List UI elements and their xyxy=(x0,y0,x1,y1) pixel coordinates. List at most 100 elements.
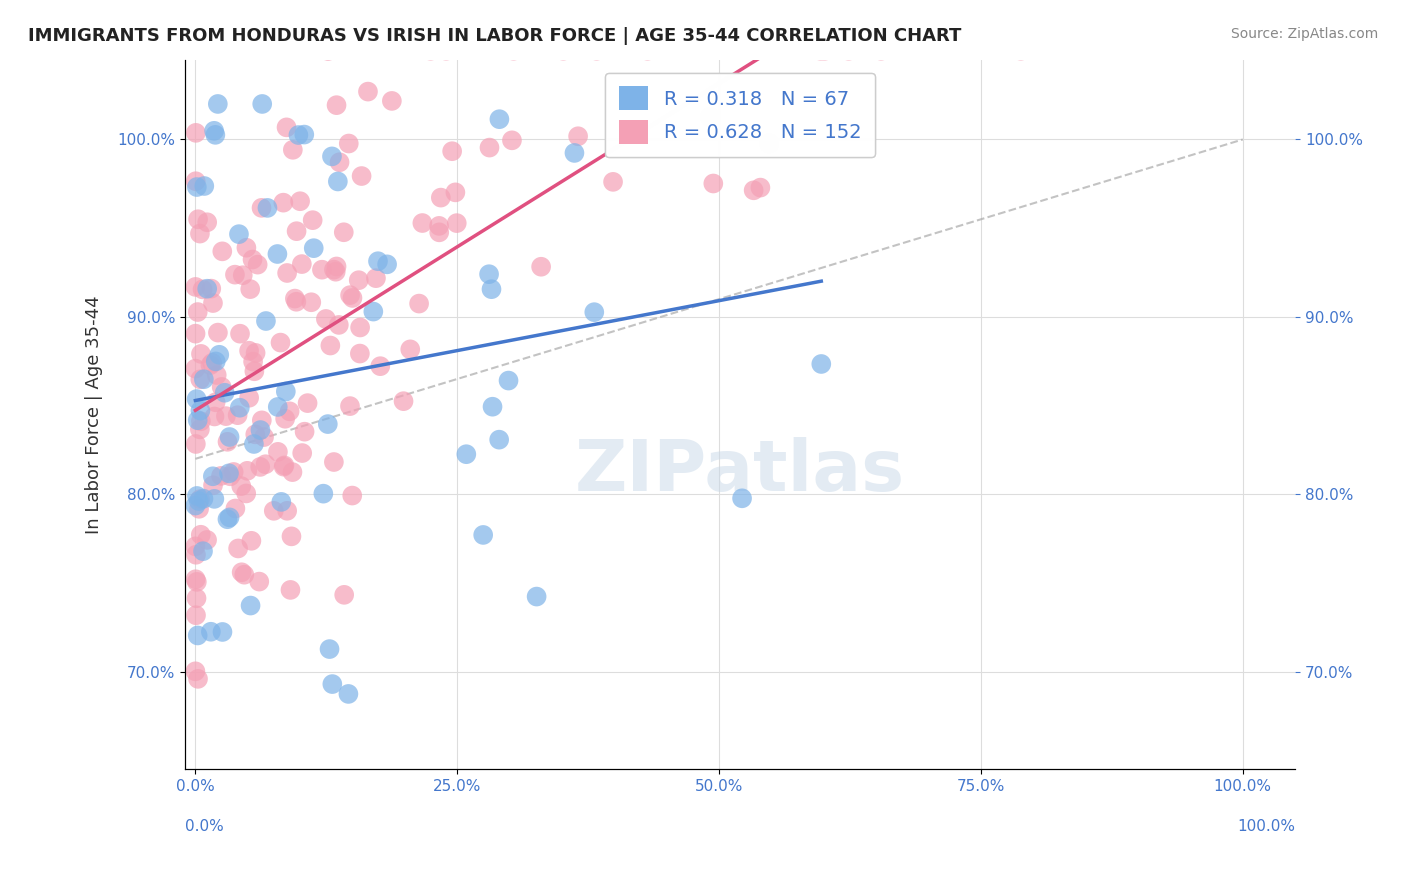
Immigrants from Honduras xyxy=(478,267,501,281)
Immigrants from Honduras xyxy=(202,491,225,506)
Irish xyxy=(204,395,226,409)
Immigrants from Honduras xyxy=(195,282,218,296)
Irish xyxy=(231,479,253,493)
Immigrants from Honduras xyxy=(218,467,240,481)
Irish xyxy=(253,430,276,444)
Irish xyxy=(235,486,257,500)
Immigrants from Honduras xyxy=(254,314,277,328)
Irish xyxy=(184,326,207,341)
Text: 0.0%: 0.0% xyxy=(186,819,224,834)
Irish xyxy=(188,372,211,386)
Immigrants from Honduras xyxy=(456,447,478,461)
Text: 100.0%: 100.0% xyxy=(1237,819,1295,834)
Irish xyxy=(202,478,225,492)
Irish xyxy=(273,458,295,473)
Immigrants from Honduras xyxy=(321,677,343,691)
Irish xyxy=(284,292,307,306)
Immigrants from Honduras xyxy=(204,354,226,368)
Irish xyxy=(602,175,624,189)
Immigrants from Honduras xyxy=(731,491,754,506)
Immigrants from Honduras xyxy=(191,544,214,558)
Irish xyxy=(430,191,453,205)
Irish xyxy=(446,216,468,230)
Irish xyxy=(291,257,314,271)
Immigrants from Honduras xyxy=(481,400,503,414)
Immigrants from Honduras xyxy=(201,469,224,483)
Irish xyxy=(408,296,430,310)
Irish xyxy=(349,320,371,334)
Irish xyxy=(267,445,290,459)
Irish xyxy=(342,291,364,305)
Immigrants from Honduras xyxy=(186,180,208,194)
Irish xyxy=(285,224,308,238)
Irish xyxy=(316,44,339,58)
Irish xyxy=(339,288,361,302)
Irish xyxy=(364,271,387,285)
Irish xyxy=(278,404,301,418)
Irish xyxy=(184,361,207,376)
Immigrants from Honduras xyxy=(243,437,266,451)
Irish xyxy=(274,411,297,425)
Irish xyxy=(273,195,295,210)
Immigrants from Honduras xyxy=(758,136,780,151)
Irish xyxy=(224,501,246,516)
Irish xyxy=(350,169,373,183)
Irish xyxy=(333,225,356,239)
Irish xyxy=(280,582,302,597)
Irish xyxy=(368,359,391,374)
Immigrants from Honduras xyxy=(267,400,290,414)
Irish xyxy=(188,501,211,516)
Irish xyxy=(188,227,211,241)
Irish xyxy=(567,129,589,144)
Immigrants from Honduras xyxy=(810,357,832,371)
Irish xyxy=(342,489,364,503)
Immigrants from Honduras xyxy=(207,97,229,112)
Immigrants from Honduras xyxy=(211,624,233,639)
Irish xyxy=(240,533,263,548)
Immigrants from Honduras xyxy=(699,110,721,124)
Irish xyxy=(702,177,724,191)
Irish xyxy=(226,408,249,422)
Text: IMMIGRANTS FROM HONDURAS VS IRISH IN LABOR FORCE | AGE 35-44 CORRELATION CHART: IMMIGRANTS FROM HONDURAS VS IRISH IN LAB… xyxy=(28,27,962,45)
Irish xyxy=(186,591,208,606)
Irish xyxy=(215,409,238,424)
Immigrants from Honduras xyxy=(193,372,215,386)
Irish xyxy=(280,529,302,543)
Irish xyxy=(276,266,298,280)
Irish xyxy=(530,260,553,274)
Irish xyxy=(231,566,253,580)
Irish xyxy=(184,437,207,451)
Irish xyxy=(339,399,361,413)
Immigrants from Honduras xyxy=(481,282,503,296)
Irish xyxy=(349,346,371,360)
Irish xyxy=(187,672,209,686)
Irish xyxy=(329,155,352,169)
Irish xyxy=(270,335,292,350)
Irish xyxy=(392,394,415,409)
Irish xyxy=(235,241,257,255)
Irish xyxy=(328,318,350,332)
Irish xyxy=(263,504,285,518)
Irish xyxy=(311,262,333,277)
Irish xyxy=(224,268,246,282)
Irish xyxy=(245,427,267,442)
Immigrants from Honduras xyxy=(202,124,225,138)
Irish xyxy=(204,409,226,424)
Irish xyxy=(209,468,232,483)
Immigrants from Honduras xyxy=(193,491,215,506)
Irish xyxy=(434,44,457,58)
Irish xyxy=(229,326,252,341)
Irish xyxy=(205,368,228,382)
Immigrants from Honduras xyxy=(583,305,606,319)
Irish xyxy=(184,280,207,294)
Irish xyxy=(201,296,224,310)
Irish xyxy=(814,44,837,58)
Immigrants from Honduras xyxy=(472,528,495,542)
Irish xyxy=(276,120,298,135)
Immigrants from Honduras xyxy=(187,413,209,427)
Irish xyxy=(222,465,245,479)
Immigrants from Honduras xyxy=(214,385,236,400)
Irish xyxy=(184,608,207,623)
Immigrants from Honduras xyxy=(367,254,389,268)
Immigrants from Honduras xyxy=(337,687,360,701)
